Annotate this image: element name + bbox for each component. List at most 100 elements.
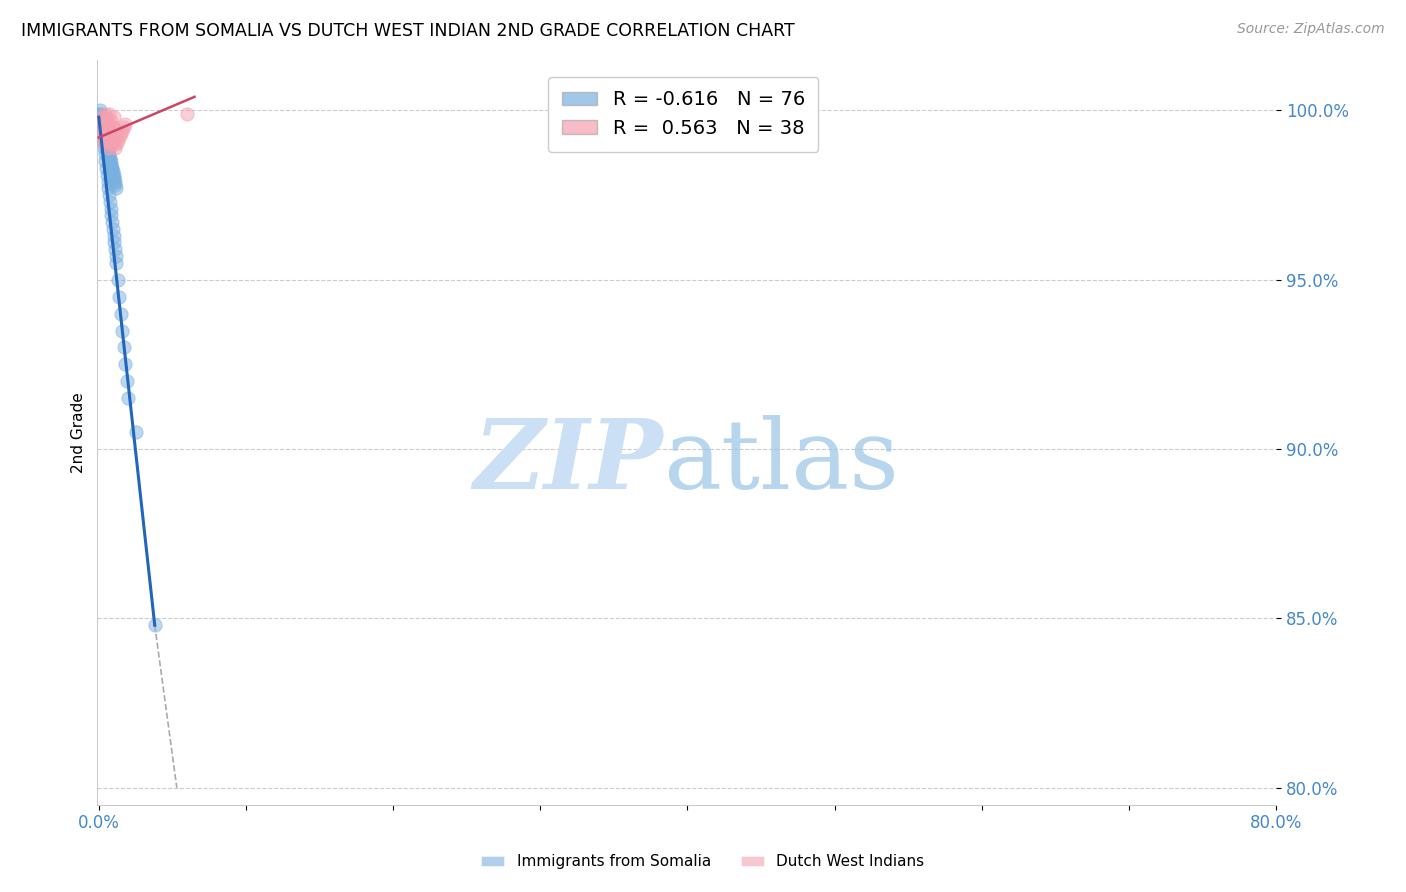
Point <box>97 147 120 161</box>
Point <box>103 171 125 186</box>
Text: IMMIGRANTS FROM SOMALIA VS DUTCH WEST INDIAN 2ND GRADE CORRELATION CHART: IMMIGRANTS FROM SOMALIA VS DUTCH WEST IN… <box>21 22 794 40</box>
Text: ZIP: ZIP <box>474 415 664 509</box>
Point <box>115 375 138 389</box>
Point <box>114 358 136 372</box>
Point <box>91 113 114 128</box>
Point <box>97 134 120 148</box>
Point <box>96 137 118 152</box>
Point <box>93 107 115 121</box>
Point <box>96 137 118 152</box>
Point <box>100 130 122 145</box>
Point <box>100 208 122 222</box>
Point <box>101 164 124 178</box>
Text: atlas: atlas <box>664 415 900 509</box>
Point <box>101 137 124 152</box>
Point <box>104 127 127 141</box>
Point <box>112 341 135 355</box>
Point <box>114 117 136 131</box>
Point <box>93 124 115 138</box>
Point <box>103 171 125 186</box>
Point <box>143 618 166 632</box>
Point <box>97 141 120 155</box>
Point <box>89 113 111 128</box>
Point <box>98 151 121 165</box>
Legend: R = -0.616   N = 76, R =  0.563   N = 38: R = -0.616 N = 76, R = 0.563 N = 38 <box>548 77 818 152</box>
Point <box>98 124 121 138</box>
Point <box>97 144 120 158</box>
Point <box>90 120 112 135</box>
Point <box>112 120 135 135</box>
Point <box>100 158 122 172</box>
Point <box>104 178 127 192</box>
Point <box>91 127 114 141</box>
Point <box>101 120 124 135</box>
Point <box>103 134 125 148</box>
Y-axis label: 2nd Grade: 2nd Grade <box>72 392 86 473</box>
Point <box>91 124 114 138</box>
Point <box>90 120 112 135</box>
Point <box>101 222 124 236</box>
Point <box>98 107 121 121</box>
Point <box>96 161 118 175</box>
Point <box>100 202 122 216</box>
Point <box>100 130 122 145</box>
Point <box>110 127 132 141</box>
Point <box>89 107 111 121</box>
Point <box>101 164 124 178</box>
Point <box>104 249 127 263</box>
Point <box>90 110 112 124</box>
Point <box>91 124 114 138</box>
Point <box>101 120 124 135</box>
Point <box>103 174 125 188</box>
Point <box>111 124 134 138</box>
Point <box>93 134 115 148</box>
Point <box>91 124 114 138</box>
Point <box>94 130 117 145</box>
Point <box>93 130 115 145</box>
Point <box>103 235 125 250</box>
Point <box>100 113 122 128</box>
Point <box>108 290 131 304</box>
Point <box>104 141 127 155</box>
Point <box>96 137 118 152</box>
Point <box>98 194 121 209</box>
Point <box>124 425 146 439</box>
Point <box>93 141 115 155</box>
Point <box>110 307 132 321</box>
Point <box>96 110 118 124</box>
Point <box>90 117 112 131</box>
Point <box>94 120 117 135</box>
Point <box>105 181 128 195</box>
Point <box>90 110 112 124</box>
Point <box>101 215 124 229</box>
Point <box>96 127 118 141</box>
Point <box>96 134 118 148</box>
Point <box>96 168 118 182</box>
Point <box>101 168 124 182</box>
Point <box>98 147 121 161</box>
Text: Source: ZipAtlas.com: Source: ZipAtlas.com <box>1237 22 1385 37</box>
Point <box>103 110 125 124</box>
Point <box>91 117 114 131</box>
Point <box>97 174 120 188</box>
Point <box>97 117 120 131</box>
Point <box>108 130 131 145</box>
Point <box>107 134 129 148</box>
Point <box>94 154 117 169</box>
Point <box>97 144 120 158</box>
Point <box>97 117 120 131</box>
Point <box>105 256 128 270</box>
Point <box>90 134 112 148</box>
Point <box>91 134 114 148</box>
Point <box>97 181 120 195</box>
Point <box>103 168 125 182</box>
Point <box>100 161 122 175</box>
Point <box>100 154 122 169</box>
Point <box>89 107 111 121</box>
Point <box>90 117 112 131</box>
Legend: Immigrants from Somalia, Dutch West Indians: Immigrants from Somalia, Dutch West Indi… <box>475 848 931 875</box>
Point <box>103 228 125 243</box>
Point <box>117 391 139 405</box>
Point <box>104 174 127 188</box>
Point <box>104 242 127 256</box>
